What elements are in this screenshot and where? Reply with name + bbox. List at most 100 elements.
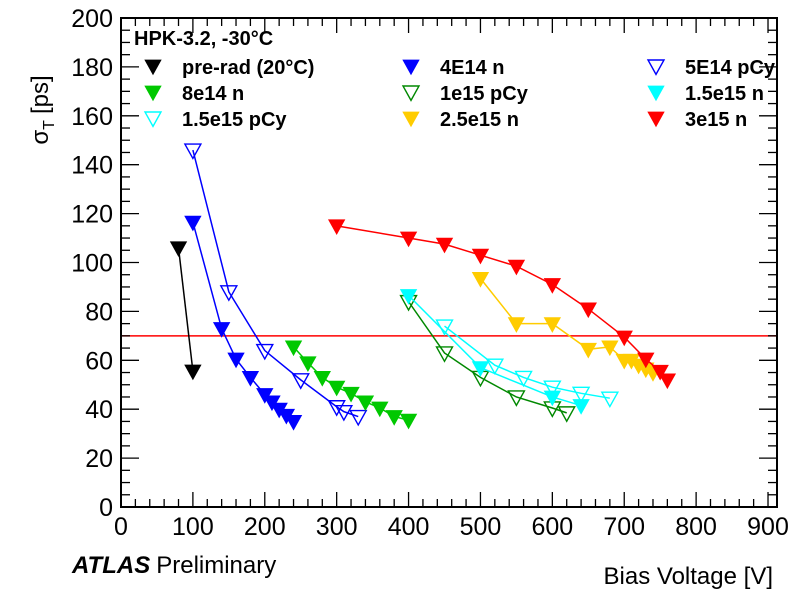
y-tick-label: 160 (71, 103, 113, 131)
data-point-2-5e15-n (601, 340, 619, 357)
legend-marker-3e15-n (647, 111, 665, 128)
data-point-1-5e15-pcy (514, 370, 533, 388)
atlas-label-preliminary: Preliminary (156, 552, 276, 579)
legend-label-1e15-pcy: 1e15 pCy (440, 83, 529, 105)
atlas-label: ATLAS Preliminary (71, 552, 276, 579)
data-point-4e14-n (184, 215, 202, 232)
legend-entry-1-5e15-n: 1.5e15 n (647, 83, 764, 105)
data-point-8e14-n (327, 380, 346, 397)
x-tick-label: 600 (531, 513, 573, 541)
y-axis-title: σT [ps] (27, 75, 58, 144)
legend-marker-2-5e15-n (402, 111, 420, 128)
y-tick-label: 200 (71, 5, 113, 33)
y-tick-label: 140 (71, 152, 113, 180)
series-line-pre-rad-20-c (177, 247, 194, 372)
data-point-4e14-n (241, 371, 260, 387)
data-point-pre-rad-20-c (184, 364, 202, 381)
data-point-8e14-n (371, 401, 389, 418)
data-point-1e15-pcy (507, 390, 526, 407)
data-point-1e15-pcy (435, 346, 454, 363)
data-point-3e15-n (637, 352, 655, 369)
data-point-5e14-pcy (291, 373, 310, 390)
data-point-1-5e15-pcy (435, 319, 454, 336)
legend-entry-5e14-pcy: 5E14 pCy (646, 57, 776, 79)
data-point-3e15-n (615, 330, 633, 347)
x-tick-label: 0 (114, 513, 128, 541)
legend-marker-5e14-pcy (646, 59, 666, 76)
data-point-8e14-n (284, 340, 303, 357)
data-point-1-5e15-pcy (543, 380, 562, 398)
legend-label-1-5e15-pcy: 1.5e15 pCy (182, 109, 287, 131)
data-point-1-5e15-n (572, 399, 590, 415)
y-tick-label: 0 (99, 494, 113, 522)
series-1e15-pcy (399, 294, 576, 423)
data-point-1-5e15-pcy (485, 358, 505, 376)
chart-title: HPK-3.2, -30°C (134, 28, 273, 50)
legend-label-8e14-n: 8e14 n (182, 83, 244, 105)
data-point-5e14-pcy (334, 404, 354, 422)
series-line-1e15-pcy (407, 301, 567, 414)
y-tick-label: 20 (85, 445, 113, 473)
x-tick-label: 700 (603, 513, 645, 541)
data-point-5e14-pcy (255, 343, 274, 361)
legend-label-5e14-pcy: 5E14 pCy (685, 57, 776, 79)
series-5e14-pcy (183, 143, 368, 427)
legend-marker-4e14-n (402, 59, 420, 76)
series-pre-rad-20-c (169, 241, 202, 381)
x-tick-label: 900 (747, 513, 789, 541)
data-point-1e15-pcy (557, 406, 576, 423)
svg-text:σT[ps]: σT [ps] (27, 75, 58, 144)
data-point-1-5e15-pcy (600, 391, 620, 409)
x-tick-label: 200 (244, 513, 286, 541)
data-point-2-5e15-n (507, 317, 526, 333)
legend: pre-rad (20°C) 4E14 n 5E14 pCy 8e14 n 1e15 p… (143, 57, 776, 131)
data-point-4e14-n (284, 415, 303, 431)
legend-entry-8e14-n: 8e14 n (144, 83, 244, 105)
data-point-3e15-n (471, 248, 490, 265)
data-point-3e15-n (327, 219, 346, 236)
legend-entry-3e15-n: 3e15 n (647, 109, 747, 131)
legend-label-2-5e15-n: 2.5e15 n (440, 109, 519, 131)
y-tick-label: 80 (85, 298, 113, 326)
plot-area (121, 143, 777, 431)
y-tick-label: 120 (71, 201, 113, 229)
y-tick-label: 100 (71, 250, 113, 278)
y-tick-label: 180 (71, 54, 113, 82)
series-8e14-n (284, 340, 418, 430)
series-2-5e15-n (471, 271, 662, 382)
series-line-5e14-pcy (192, 149, 359, 418)
data-point-5e14-pcy (183, 143, 203, 160)
data-point-2-5e15-n (579, 342, 597, 359)
series-line-4e14-n (192, 221, 295, 422)
legend-marker-pre-rad-20-c (144, 59, 162, 76)
series-4e14-n (184, 215, 303, 431)
legend-marker-1e15-pcy (401, 85, 421, 102)
data-point-4e14-n (212, 322, 231, 338)
data-point-5e14-pcy (349, 409, 368, 427)
legend-label-3e15-n: 3e15 n (685, 109, 747, 131)
atlas-label-bold: ATLAS (71, 552, 150, 579)
data-point-8e14-n (342, 386, 360, 403)
data-point-3e15-n (435, 237, 454, 254)
legend-entry-1e15-pcy: 1e15 pCy (401, 83, 529, 105)
data-point-3e15-n (579, 302, 597, 319)
data-point-3e15-n (651, 364, 669, 381)
data-point-2-5e15-n (471, 271, 490, 288)
series-1-5e15-n (399, 289, 590, 415)
legend-marker-1-5e15-pcy (143, 111, 163, 128)
data-point-5e14-pcy (219, 285, 239, 302)
legend-entry-pre-rad-20-c: pre-rad (20°C) (144, 57, 314, 79)
series-1-5e15-pcy (435, 319, 620, 409)
data-point-1-5e15-n (399, 289, 418, 305)
x-tick-label: 300 (316, 513, 358, 541)
legend-marker-8e14-n (144, 85, 162, 102)
y-axis-title-unit: [ps] (27, 75, 54, 114)
data-point-8e14-n (399, 413, 418, 430)
data-point-5e14-pcy (327, 400, 346, 417)
data-point-pre-rad-20-c (169, 241, 188, 258)
x-tick-label: 100 (172, 513, 214, 541)
legend-label-pre-rad-20-c: pre-rad (20°C) (182, 57, 314, 79)
legend-marker-1-5e15-n (647, 85, 665, 102)
legend-label-1-5e15-n: 1.5e15 n (685, 83, 764, 105)
series-line-1-5e15-n (408, 294, 582, 407)
